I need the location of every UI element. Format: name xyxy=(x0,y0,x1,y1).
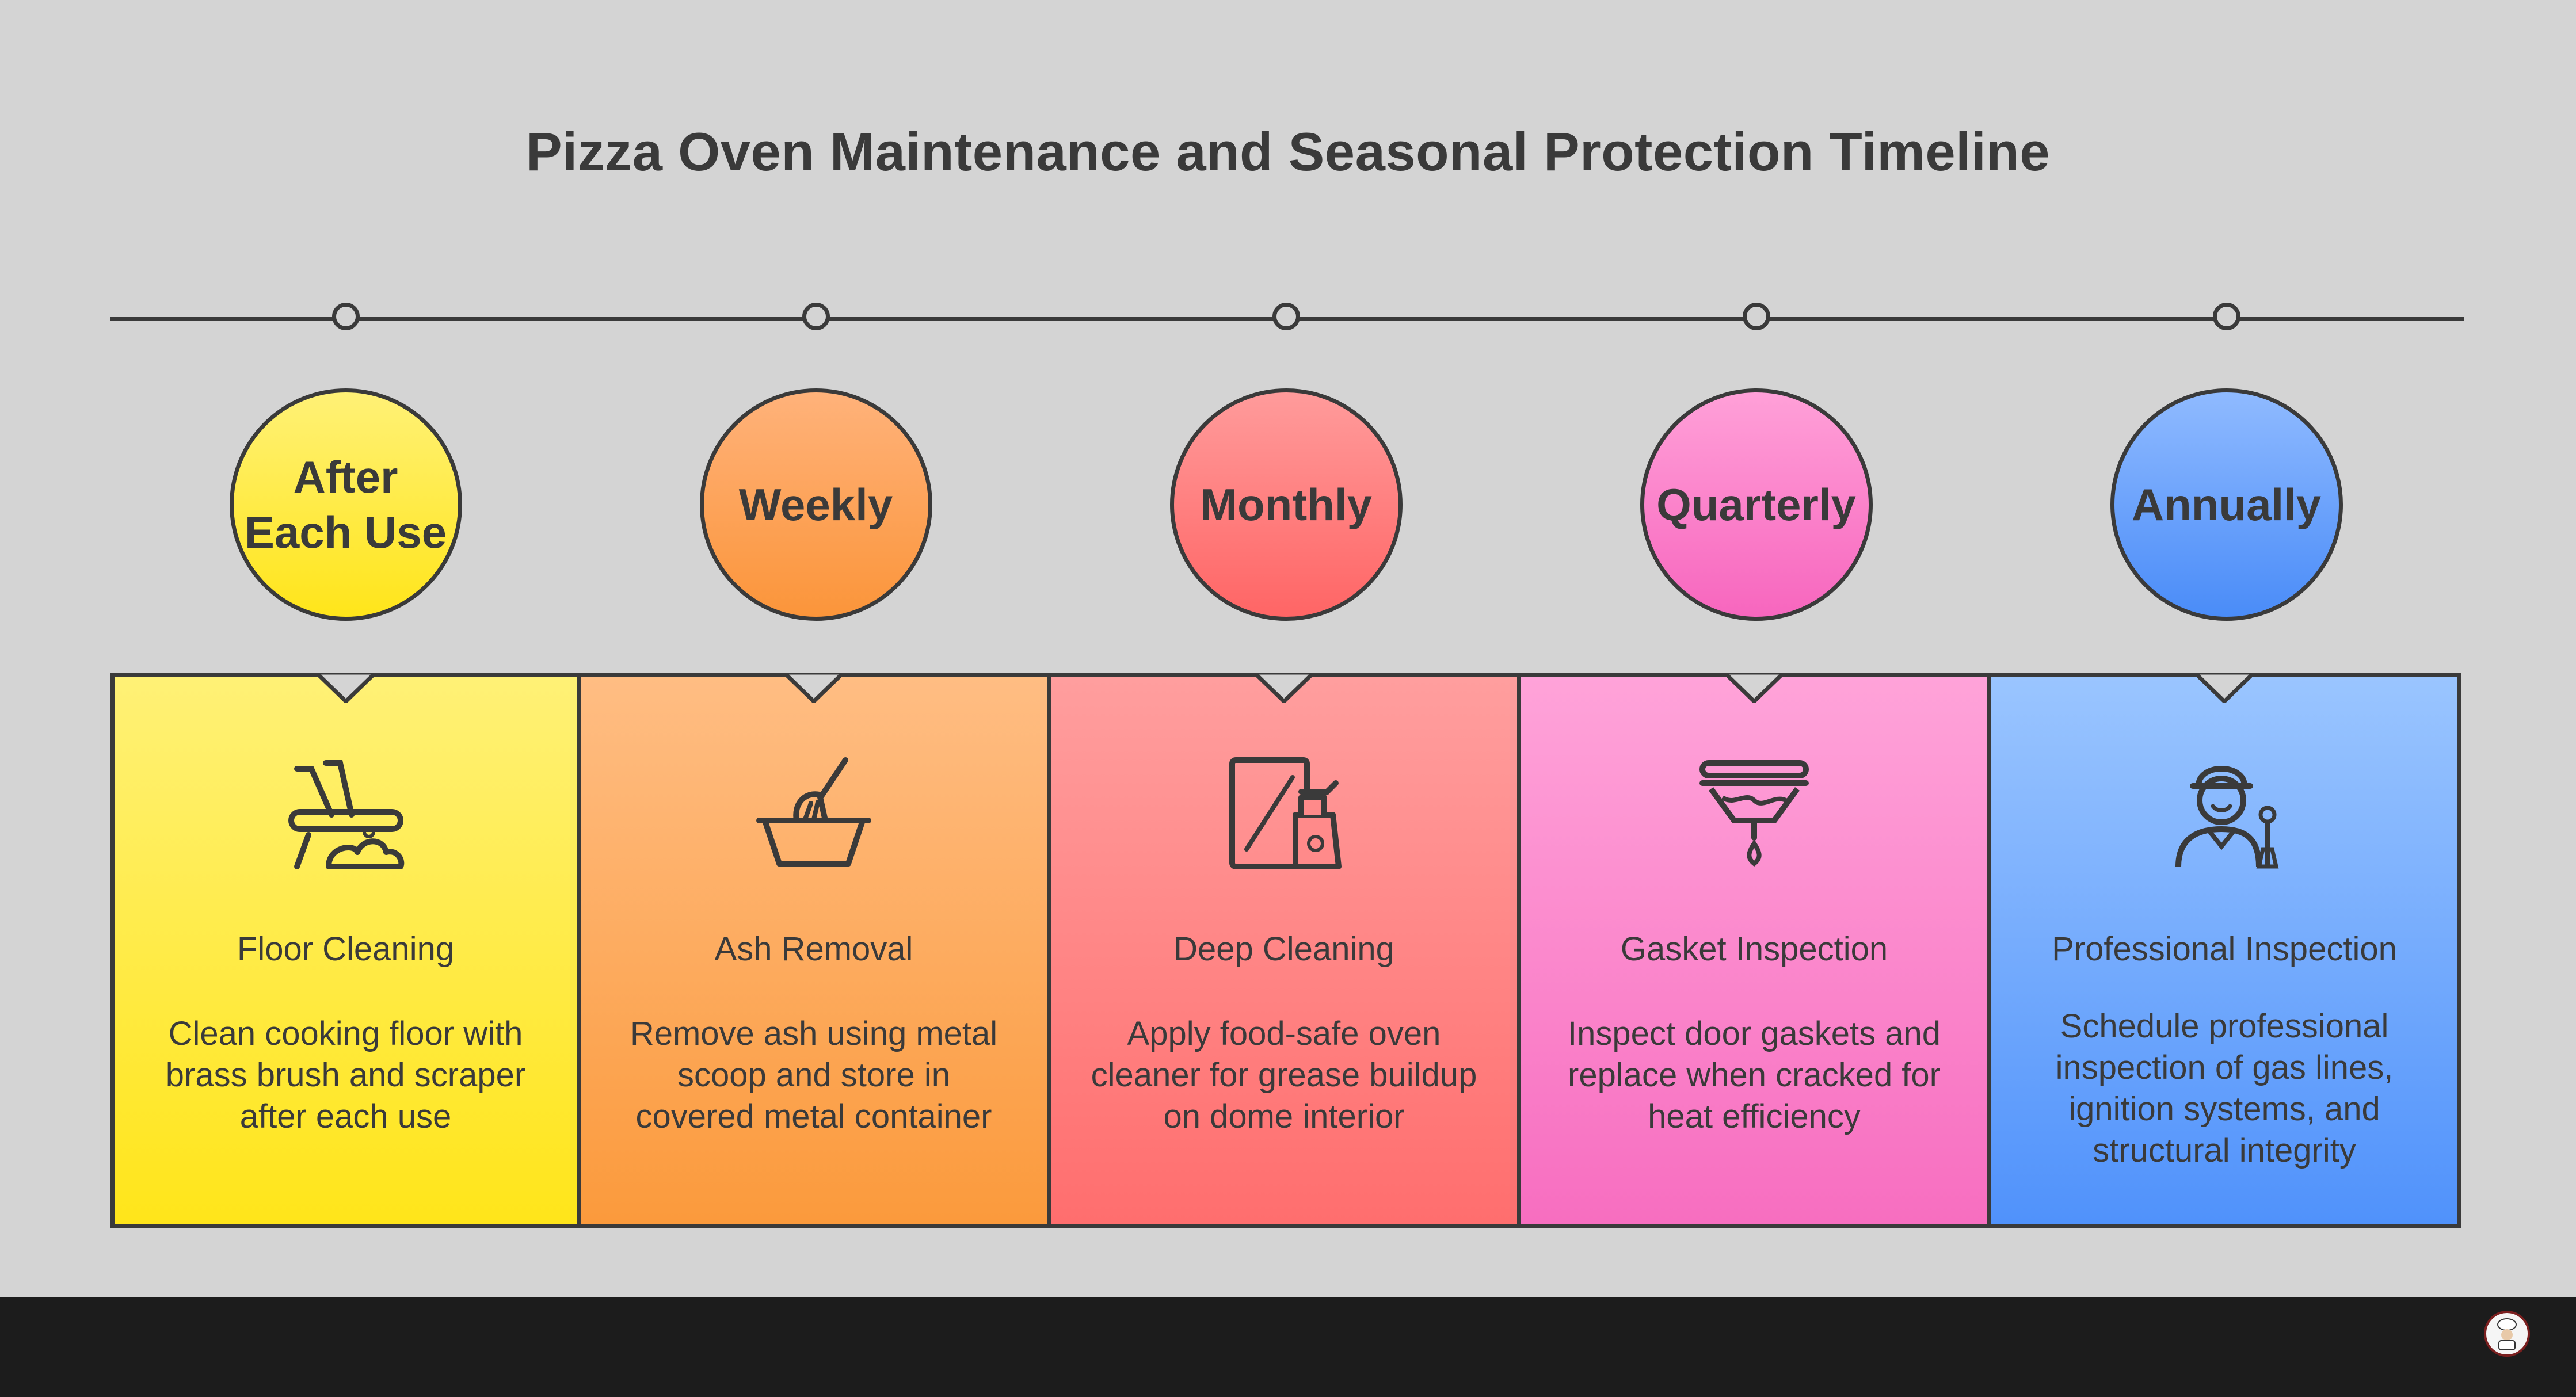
spray-cleaner-icon xyxy=(1229,757,1342,869)
task-card: Deep Cleaning Apply food-safe oven cleane… xyxy=(1051,673,1521,1228)
task-description: Clean cooking floor with brass brush and… xyxy=(165,1015,526,1135)
timeline-node xyxy=(1272,303,1300,330)
card-pointer xyxy=(2197,673,2252,703)
task-description: Inspect door gaskets and replace when cr… xyxy=(1567,1015,1941,1135)
technician-icon xyxy=(2175,766,2279,869)
card-pointer xyxy=(318,673,374,703)
task-card: Gasket Inspection Inspect door gaskets an… xyxy=(1521,673,1991,1228)
task-card: Floor Cleaning Clean cooking floor with b… xyxy=(110,673,581,1228)
timeline-node xyxy=(331,303,360,330)
frequency-circle: Monthly xyxy=(1169,388,1403,621)
task-description: Apply food-safe oven cleaner for grease … xyxy=(1091,1015,1477,1135)
frequency-label: Monthly xyxy=(1200,479,1372,530)
diagram-title: Pizza Oven Maintenance and Seasonal Prot… xyxy=(525,121,2051,182)
frequency-label: Weekly xyxy=(738,479,893,530)
card-pointer xyxy=(1256,673,1312,703)
task-card: Professional Inspection Schedule professi… xyxy=(1991,673,2461,1228)
footer-bar xyxy=(0,1297,2576,1397)
ash-scoop-icon xyxy=(756,757,871,867)
frequency-circle: After Each Use xyxy=(229,388,462,621)
floor-cleaning-icon xyxy=(288,760,404,869)
diagram-canvas: Pizza Oven Maintenance and Seasonal Prot… xyxy=(110,121,2464,1228)
card-pointer xyxy=(786,673,841,703)
timeline-node xyxy=(802,303,830,330)
frequency-label: After Each Use xyxy=(244,452,447,558)
frequency-circle: Quarterly xyxy=(1640,388,1873,621)
task-heading: Gasket Inspection xyxy=(1620,930,1888,968)
frequency-label: Quarterly xyxy=(1656,479,1856,530)
frequency-circle: Weekly xyxy=(699,388,932,621)
timeline-node xyxy=(2212,303,2240,330)
task-card: Ash Removal Remove ash using metal scoop … xyxy=(581,673,1051,1228)
task-heading: Floor Cleaning xyxy=(237,930,455,968)
timeline-node xyxy=(1742,303,1770,330)
gasket-drip-icon xyxy=(1699,760,1809,867)
task-heading: Deep Cleaning xyxy=(1173,930,1394,968)
frequency-label: Annually xyxy=(2131,479,2322,530)
task-description: Remove ash using metal scoop and store i… xyxy=(630,1015,998,1135)
task-heading: Ash Removal xyxy=(714,930,913,968)
task-heading: Professional Inspection xyxy=(2052,930,2397,968)
card-pointer xyxy=(1727,673,1782,703)
brand-logo xyxy=(2484,1311,2530,1357)
task-description: Schedule professional inspection of gas … xyxy=(2055,1007,2394,1169)
frequency-circle: Annually xyxy=(2110,388,2343,621)
